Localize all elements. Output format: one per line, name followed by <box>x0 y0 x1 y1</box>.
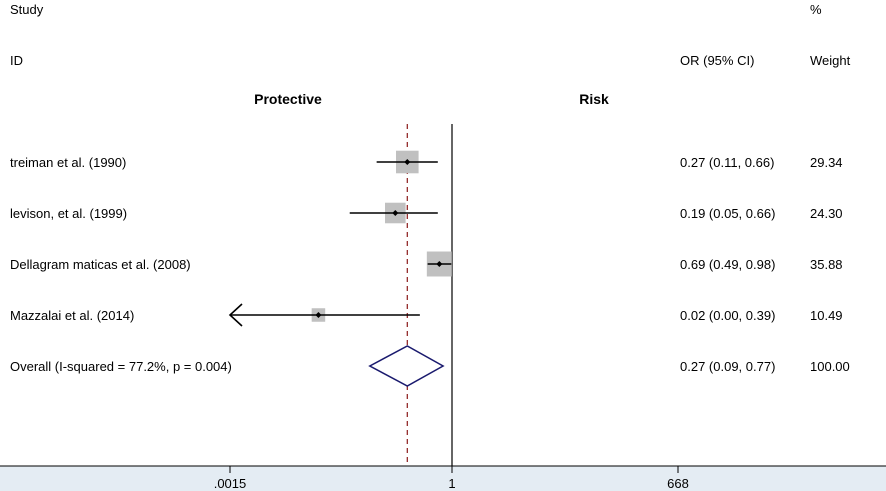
study-or-ci: 0.69 (0.49, 0.98) <box>680 257 775 272</box>
study-label: Dellagram maticas et al. (2008) <box>10 257 191 272</box>
study-or-ci: 0.19 (0.05, 0.66) <box>680 206 775 221</box>
study-weight: 10.49 <box>810 308 843 323</box>
study-or-ci: 0.27 (0.11, 0.66) <box>680 155 774 170</box>
study-weight: 35.88 <box>810 257 843 272</box>
study-point-estimate <box>315 312 322 318</box>
x-axis-band <box>0 466 886 491</box>
overall-label: Overall (I-squared = 77.2%, p = 0.004) <box>10 359 232 374</box>
x-tick-label: .0015 <box>214 476 247 491</box>
header-weight: Weight <box>810 53 851 68</box>
x-tick-label: 1 <box>448 476 455 491</box>
study-point-estimate <box>436 261 443 267</box>
direction-label-risk: Risk <box>579 91 609 107</box>
study-or-ci: 0.02 (0.00, 0.39) <box>680 308 775 323</box>
header-or-ci: OR (95% CI) <box>680 53 754 68</box>
overall-diamond <box>368 345 445 387</box>
header-id: ID <box>10 53 23 68</box>
study-weight: 24.30 <box>810 206 843 221</box>
x-tick-label: 668 <box>667 476 689 491</box>
header-study: Study <box>10 2 44 17</box>
study-point-estimate <box>392 210 399 216</box>
overall-weight: 100.00 <box>810 359 850 374</box>
study-weight: 29.34 <box>810 155 843 170</box>
header-weight-pct: % <box>810 2 822 17</box>
study-label: treiman et al. (1990) <box>10 155 126 170</box>
study-point-estimate <box>404 159 411 165</box>
study-label: Mazzalai et al. (2014) <box>10 308 134 323</box>
ci-truncation-arrow <box>228 303 243 327</box>
study-label: levison, et al. (1999) <box>10 206 127 221</box>
overall-or-ci: 0.27 (0.09, 0.77) <box>680 359 775 374</box>
direction-label-protective: Protective <box>254 91 322 107</box>
